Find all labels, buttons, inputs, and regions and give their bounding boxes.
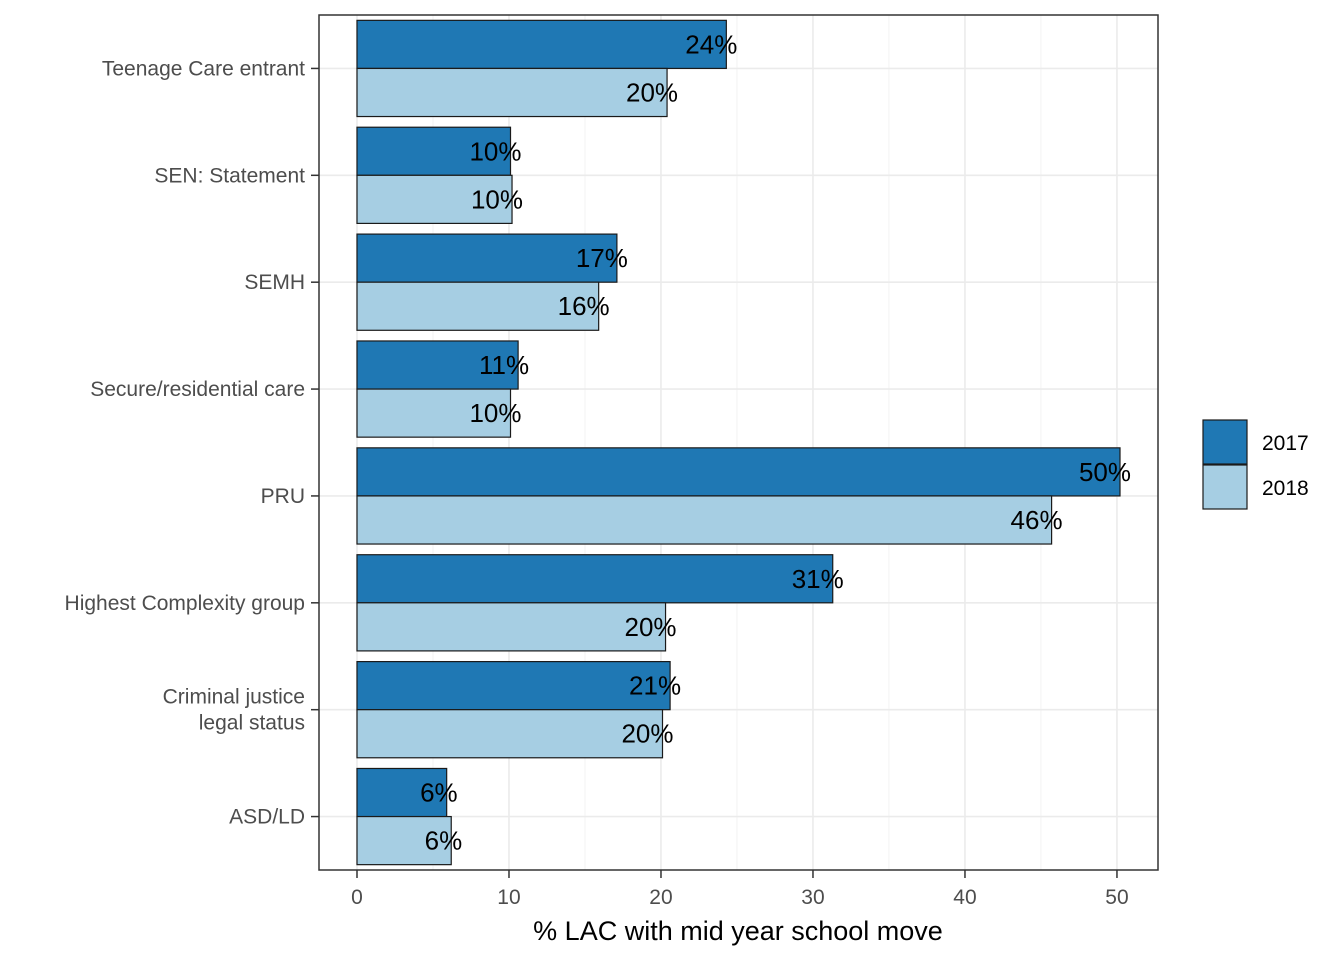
data-label: 20% (626, 77, 678, 107)
bar-2017 (356, 660, 671, 711)
legend-label: 2017 (1262, 432, 1309, 455)
x-axis-title: % LAC with mid year school move (533, 916, 943, 946)
bar-2017 (356, 233, 618, 283)
data-label: 50% (1079, 457, 1131, 487)
bar-2018 (356, 602, 667, 652)
data-label: 20% (624, 612, 676, 642)
x-tick-label: 30 (801, 886, 824, 909)
data-label: 10% (469, 136, 521, 166)
legend-label: 2018 (1262, 477, 1309, 500)
bar-2017 (356, 340, 519, 390)
category-label: Secure/residential care (90, 378, 305, 401)
bar-2017 (356, 554, 834, 604)
bar-2018 (356, 388, 512, 438)
bars (356, 19, 1121, 866)
x-tick-label: 50 (1105, 886, 1128, 909)
legend: 2017 2018 (1202, 419, 1309, 510)
data-label: 46% (1011, 505, 1063, 535)
x-tick-label: 10 (497, 886, 520, 909)
x-axis: 0 10 20 30 40 50 (351, 870, 1129, 909)
bar-2017 (356, 19, 727, 70)
bar-2018 (356, 815, 452, 866)
bar-2017 (356, 447, 1121, 497)
category-label: Teenage Care entrant (102, 57, 305, 80)
category-label: Criminal justice legal status (163, 686, 305, 735)
legend-key-2018 (1202, 464, 1248, 510)
data-label: 10% (471, 184, 523, 214)
data-label: 24% (685, 29, 737, 59)
y-axis: Teenage Care entrant SEN: Statement SEMH Se… (65, 57, 319, 829)
bar-2018 (356, 495, 1053, 545)
data-label: 6% (425, 826, 463, 856)
x-tick-label: 20 (649, 886, 672, 909)
category-label: SEMH (244, 271, 305, 294)
legend-key-2017 (1202, 419, 1248, 465)
x-tick-label: 40 (953, 886, 976, 909)
x-tick-label: 0 (351, 886, 363, 909)
bar-2018 (356, 281, 600, 331)
bar-2018 (356, 709, 664, 759)
data-label: 17% (576, 243, 628, 273)
bar-2018 (356, 174, 513, 225)
data-label: 6% (420, 778, 458, 808)
data-label: 20% (621, 719, 673, 749)
data-label: 10% (469, 398, 521, 428)
category-label: PRU (261, 485, 305, 508)
data-label: 31% (792, 564, 844, 594)
data-label: 16% (558, 291, 610, 321)
data-labels: 24% 10% 17% 11% 50% 31% 21% 6% 20% 10% 16% 10% 46% 20… (420, 29, 1131, 855)
panel-border (318, 14, 1159, 871)
category-label: ASD/LD (229, 806, 305, 829)
category-label: Highest Complexity group (65, 592, 305, 615)
bar-2017 (356, 767, 448, 818)
bar-2018 (356, 67, 668, 118)
category-label: SEN: Statement (154, 164, 305, 187)
data-label: 21% (629, 671, 681, 701)
data-label: 11% (479, 350, 529, 380)
